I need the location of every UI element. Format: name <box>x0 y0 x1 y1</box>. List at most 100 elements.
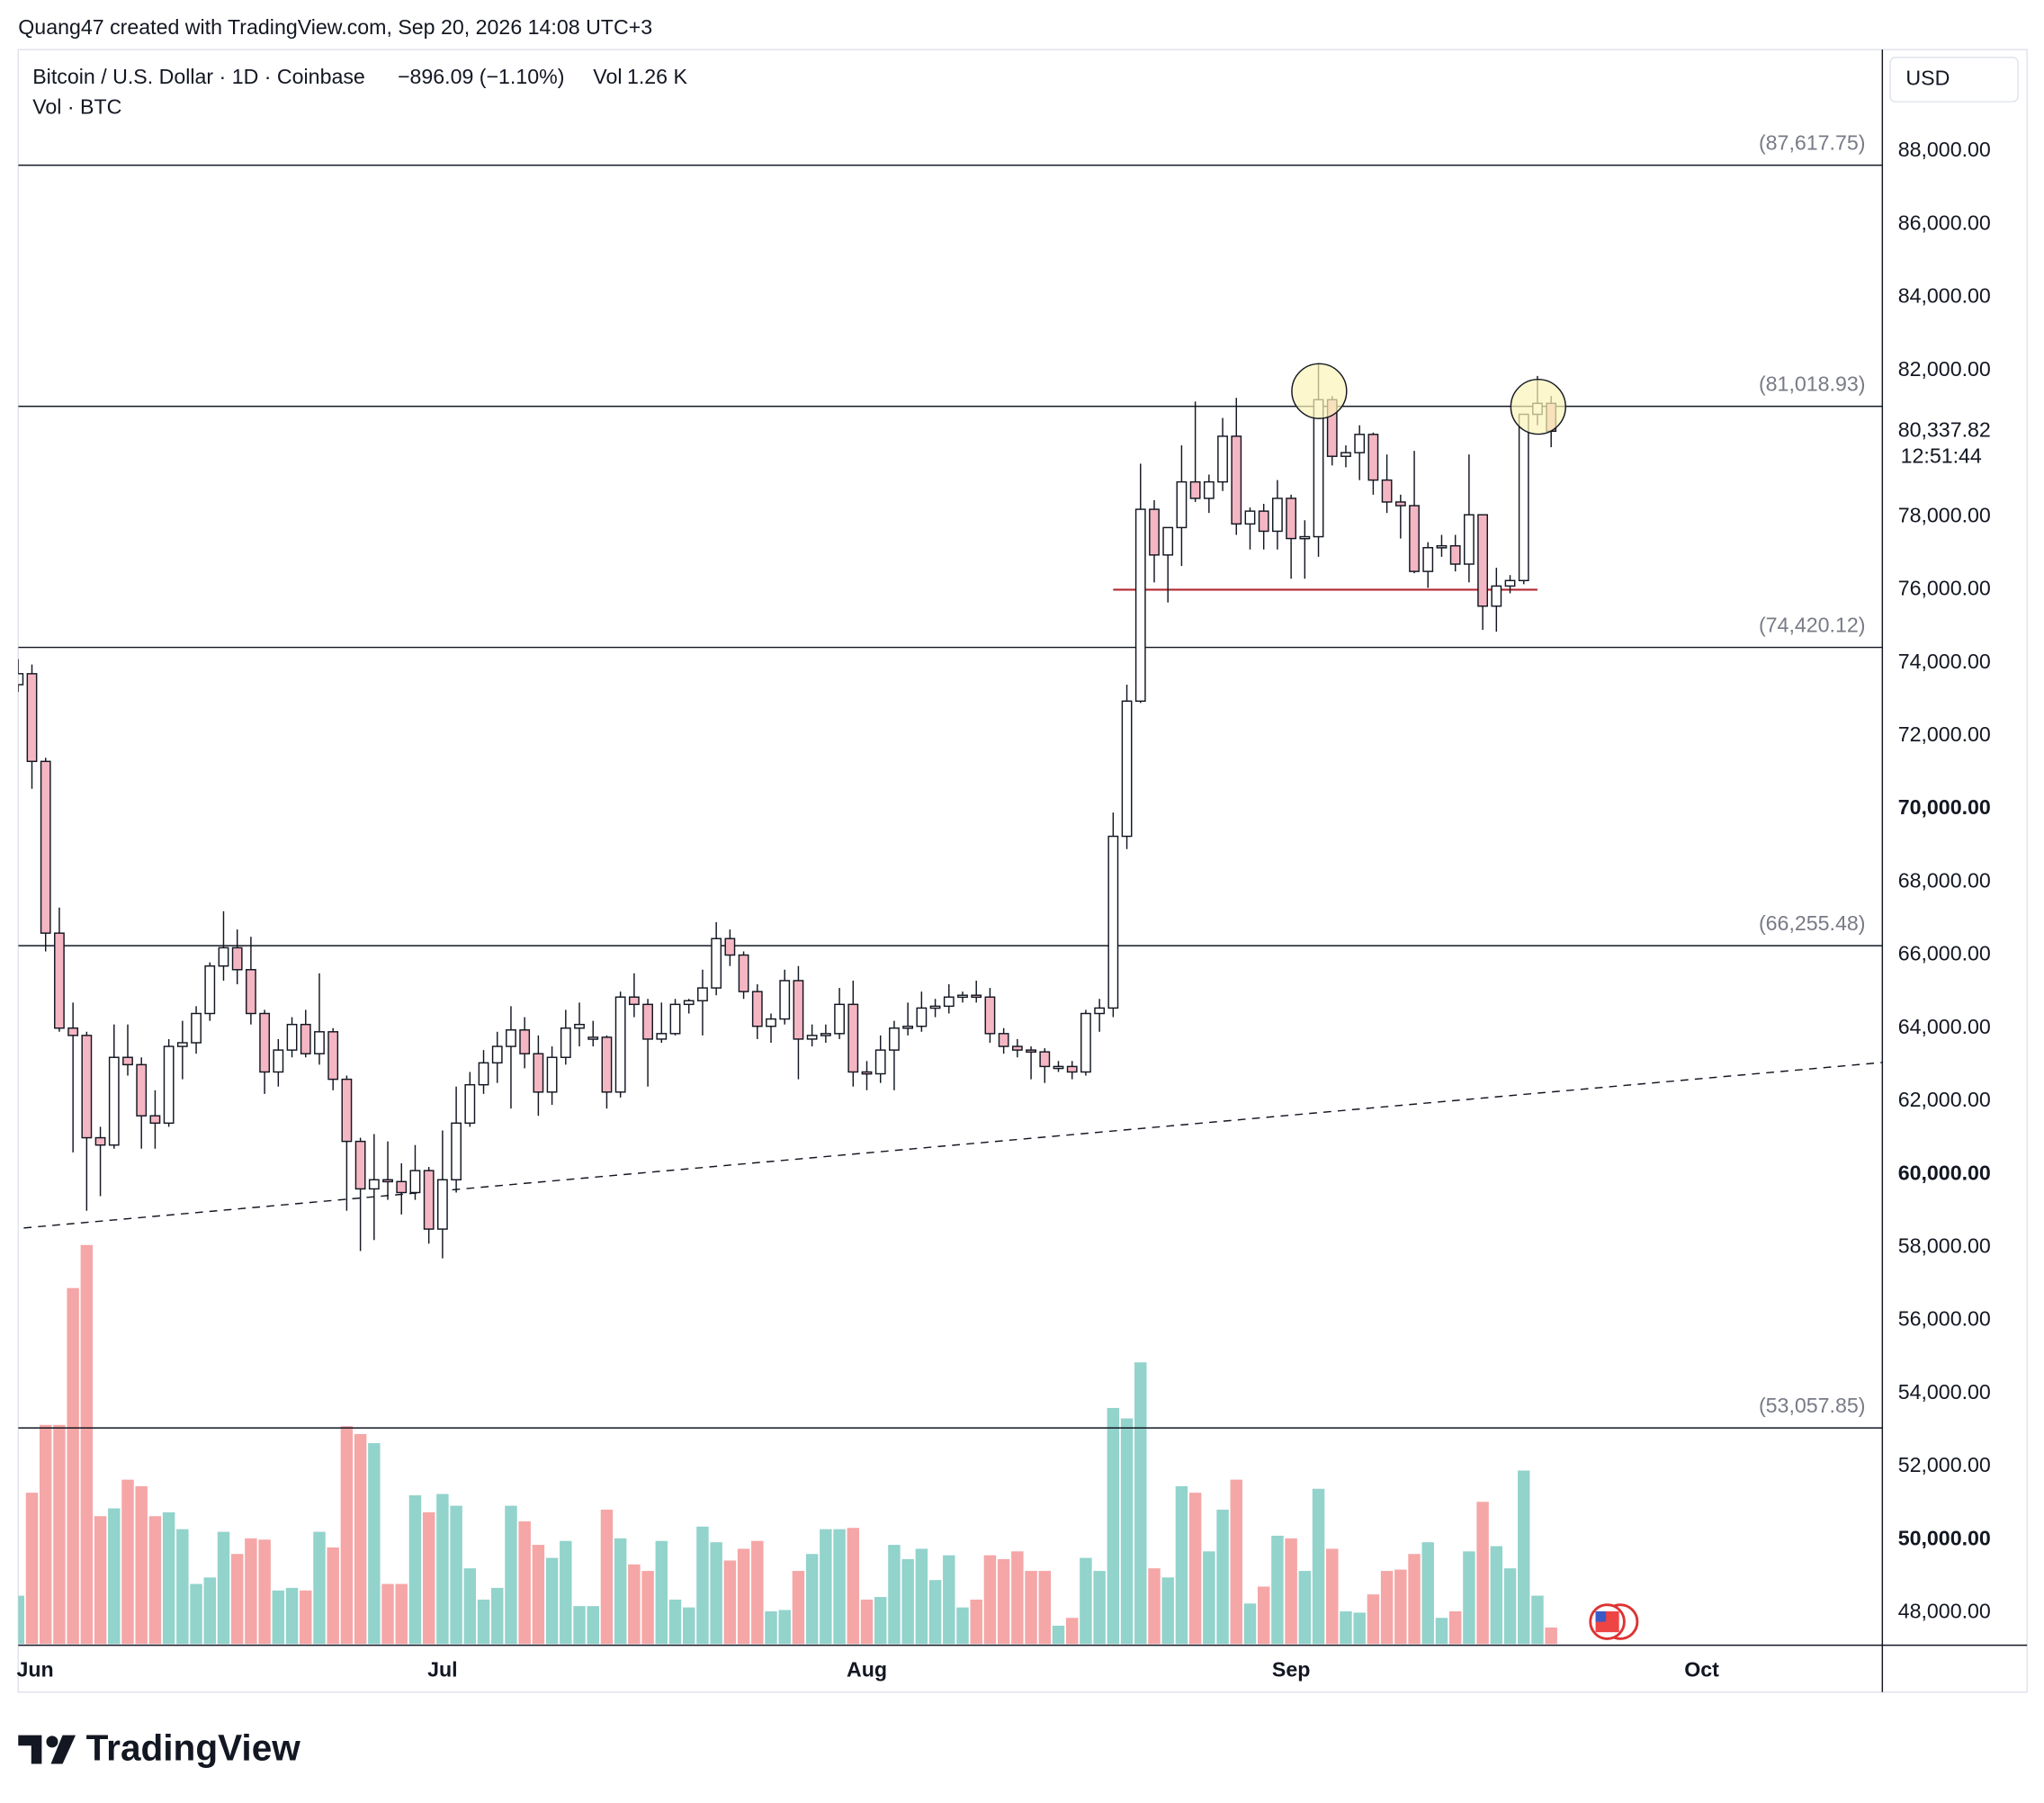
y-tick-label: 52,000.00 <box>1898 1453 1991 1476</box>
volume-bar <box>1340 1610 1352 1645</box>
candle-body <box>614 996 626 1093</box>
candle-body <box>176 1042 188 1047</box>
volume-bar <box>600 1509 614 1645</box>
candle-body <box>1026 1049 1036 1054</box>
volume-bar <box>108 1508 121 1645</box>
candle-body <box>642 1003 653 1040</box>
candle-body <box>1066 1065 1078 1073</box>
y-tick-label: 54,000.00 <box>1898 1380 1991 1404</box>
volume-bar <box>436 1494 449 1645</box>
y-tick-label: 74,000.00 <box>1898 650 1991 673</box>
axes: 48,000.00 50,000.00 52,000.00 54,000.00 56,0… <box>17 131 1991 1682</box>
candle-body <box>67 1027 79 1036</box>
candle-body <box>1491 585 1502 607</box>
volume-bar <box>313 1531 326 1645</box>
highlight-circle <box>1291 363 1348 419</box>
volume-bar <box>258 1539 271 1645</box>
candle-body <box>656 1033 668 1040</box>
volume-bar <box>1312 1488 1325 1645</box>
volume-bar <box>245 1538 257 1645</box>
volume-bar <box>1216 1509 1229 1645</box>
candle-body <box>834 1003 845 1035</box>
volume-bar <box>25 1493 39 1645</box>
volume-bar <box>450 1505 462 1645</box>
volume-bar <box>477 1599 490 1645</box>
volume-bar <box>805 1554 819 1645</box>
candle-body <box>1449 544 1461 565</box>
volume-bar <box>778 1610 791 1645</box>
volume-bar <box>792 1571 805 1645</box>
candle-body <box>560 1027 571 1058</box>
candle-body <box>423 1170 435 1230</box>
candle-body <box>929 1005 941 1009</box>
candle-body <box>259 1012 271 1073</box>
volume-bar <box>1120 1418 1134 1645</box>
volume-bar <box>737 1548 750 1645</box>
candle-body <box>1436 544 1448 549</box>
volume-bar <box>1011 1551 1024 1645</box>
candle-body <box>1011 1045 1023 1051</box>
last-price-label: 80,337.82 <box>1898 417 1991 441</box>
volume-bar <box>532 1545 545 1645</box>
volume-bar <box>560 1540 572 1645</box>
y-tick-label: 66,000.00 <box>1898 942 1991 965</box>
y-tick-label: 88,000.00 <box>1898 138 1991 161</box>
currency-box[interactable] <box>1889 57 2019 103</box>
candle-body <box>1409 505 1420 572</box>
y-tick-label: 86,000.00 <box>1898 211 1991 234</box>
volume-bar <box>1380 1571 1394 1645</box>
candle-body <box>1340 452 1351 457</box>
candle-body <box>546 1056 558 1093</box>
volume-bar <box>94 1516 107 1645</box>
candle-body <box>218 946 229 967</box>
volume-bar <box>121 1479 134 1645</box>
candle-body <box>1176 480 1188 529</box>
volume-bar <box>1408 1554 1421 1645</box>
candle-body <box>1463 514 1475 565</box>
flag-canton <box>1595 1610 1607 1622</box>
volume-bar <box>300 1590 312 1645</box>
volume-bar <box>1298 1571 1312 1645</box>
candle-body <box>943 996 955 1008</box>
volume-bar <box>683 1607 695 1645</box>
volume-bar <box>162 1511 175 1645</box>
credit: Quang47 created with TradingView.com, Se… <box>18 15 652 39</box>
candle-body <box>916 1007 928 1027</box>
candle-body <box>1286 498 1297 540</box>
candle-body <box>889 1027 900 1051</box>
highlight-circle <box>1510 378 1566 435</box>
trend-line <box>23 1062 1883 1229</box>
candle-body <box>1189 480 1201 499</box>
candle-body <box>738 954 749 992</box>
volume-bar <box>751 1540 764 1645</box>
candle-body <box>108 1056 120 1146</box>
candle-body <box>1272 498 1283 533</box>
candle-body <box>669 1003 681 1035</box>
logo-mark <box>18 1735 42 1764</box>
candle-body <box>1162 526 1174 556</box>
volume-bar <box>422 1511 435 1645</box>
candle-body <box>368 1179 380 1190</box>
candle-body <box>1381 479 1393 503</box>
candle-body <box>396 1180 408 1194</box>
candle-body <box>1231 435 1242 525</box>
volume-bar <box>710 1542 722 1645</box>
y-tick-label: 58,000.00 <box>1898 1234 1991 1258</box>
candle-body <box>628 996 640 1006</box>
volume-bar <box>1257 1586 1270 1645</box>
volume-bar <box>1271 1535 1284 1645</box>
volume-bar <box>820 1529 832 1645</box>
symbol: Bitcoin / U.S. Dollar · 1D · Coinbase <box>32 65 365 88</box>
volume-bar <box>915 1548 928 1645</box>
volume-bar <box>1448 1610 1462 1645</box>
volume-bar <box>970 1599 982 1645</box>
candle-body <box>1203 480 1215 499</box>
candle-body <box>464 1083 476 1125</box>
volume-bar <box>67 1287 79 1645</box>
plot <box>18 164 1883 1645</box>
event-flags[interactable] <box>1589 1603 1639 1640</box>
candle-body <box>957 994 968 999</box>
candle-body <box>149 1115 161 1125</box>
